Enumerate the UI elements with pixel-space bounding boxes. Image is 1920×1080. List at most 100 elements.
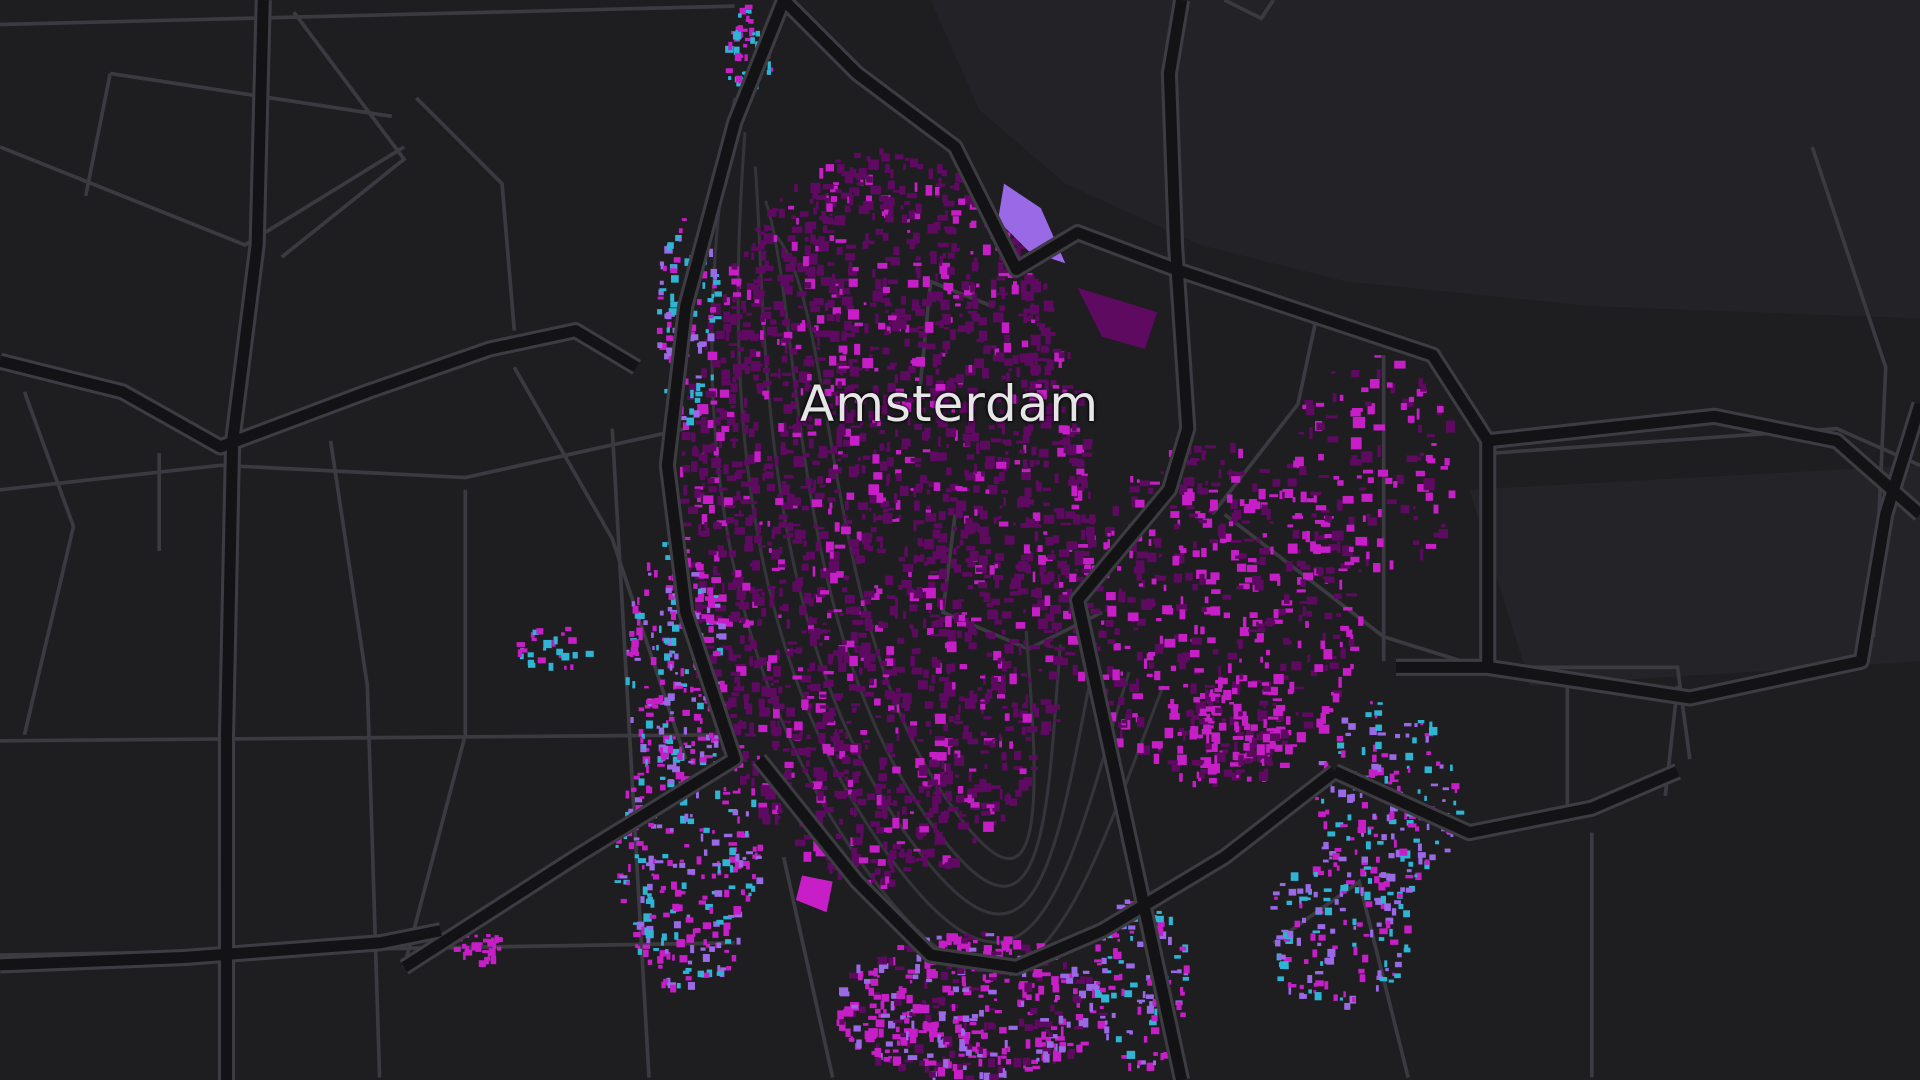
building bbox=[772, 696, 780, 706]
building bbox=[955, 714, 961, 721]
building bbox=[834, 522, 840, 532]
building bbox=[931, 997, 939, 1003]
building bbox=[845, 500, 849, 511]
building bbox=[744, 620, 754, 626]
building bbox=[1302, 917, 1306, 923]
building bbox=[792, 379, 799, 388]
building bbox=[986, 652, 992, 657]
building bbox=[1414, 723, 1418, 727]
building bbox=[492, 942, 497, 949]
building bbox=[714, 417, 721, 426]
building bbox=[1073, 514, 1081, 525]
building bbox=[1234, 709, 1243, 717]
building bbox=[728, 48, 734, 53]
building bbox=[1022, 1057, 1031, 1066]
building bbox=[1148, 529, 1156, 537]
building bbox=[1000, 682, 1006, 693]
building bbox=[1351, 455, 1358, 462]
building bbox=[945, 488, 952, 493]
building bbox=[921, 1000, 927, 1005]
building bbox=[698, 616, 706, 622]
building bbox=[698, 453, 706, 461]
building bbox=[1013, 1057, 1022, 1068]
building bbox=[698, 900, 707, 905]
building bbox=[672, 766, 680, 773]
building bbox=[980, 1032, 988, 1039]
building bbox=[1374, 355, 1382, 358]
building bbox=[987, 1023, 996, 1030]
building bbox=[932, 795, 942, 804]
building bbox=[1252, 483, 1258, 492]
building bbox=[1239, 583, 1250, 590]
building bbox=[1273, 619, 1283, 624]
building bbox=[1319, 546, 1331, 553]
building bbox=[732, 363, 740, 375]
building bbox=[1350, 556, 1360, 563]
building bbox=[1016, 573, 1025, 580]
building bbox=[1335, 822, 1344, 828]
building bbox=[1226, 494, 1233, 503]
building bbox=[1332, 945, 1338, 950]
building bbox=[967, 626, 977, 635]
building bbox=[722, 582, 725, 594]
building bbox=[967, 387, 978, 397]
building bbox=[1042, 700, 1047, 705]
building bbox=[1154, 574, 1160, 581]
building bbox=[1038, 618, 1048, 630]
building bbox=[935, 412, 945, 419]
building bbox=[965, 274, 971, 280]
building bbox=[1062, 389, 1068, 394]
building bbox=[1321, 706, 1330, 714]
building bbox=[899, 485, 909, 497]
building bbox=[1227, 471, 1237, 475]
building bbox=[1073, 395, 1085, 406]
building bbox=[734, 519, 739, 527]
building bbox=[867, 663, 876, 672]
building bbox=[1400, 855, 1405, 862]
building bbox=[977, 523, 980, 533]
building bbox=[1136, 651, 1143, 661]
building bbox=[825, 478, 831, 483]
building bbox=[633, 932, 641, 938]
building bbox=[813, 239, 821, 245]
building bbox=[828, 411, 836, 415]
building bbox=[1013, 281, 1017, 287]
building bbox=[731, 692, 740, 697]
building bbox=[964, 1037, 969, 1044]
building bbox=[743, 424, 749, 434]
building bbox=[1128, 925, 1136, 930]
building bbox=[859, 1006, 866, 1014]
building bbox=[997, 657, 1005, 664]
building bbox=[1036, 1049, 1044, 1054]
building bbox=[953, 526, 958, 531]
building bbox=[875, 1008, 881, 1014]
building bbox=[732, 790, 741, 794]
building bbox=[732, 376, 737, 383]
building bbox=[1288, 888, 1297, 896]
building bbox=[1014, 396, 1019, 404]
building bbox=[802, 505, 809, 511]
building bbox=[853, 1025, 861, 1032]
building bbox=[860, 600, 865, 606]
building bbox=[951, 242, 957, 253]
building bbox=[887, 473, 891, 483]
building bbox=[1038, 668, 1043, 672]
building bbox=[1317, 942, 1322, 947]
building bbox=[999, 505, 1003, 509]
building bbox=[1137, 1006, 1142, 1015]
building bbox=[935, 193, 940, 198]
building bbox=[1009, 673, 1017, 685]
building bbox=[877, 405, 881, 410]
building bbox=[754, 596, 765, 606]
building bbox=[1390, 806, 1398, 812]
building bbox=[884, 330, 890, 336]
building bbox=[996, 694, 1006, 699]
building bbox=[940, 273, 950, 279]
building bbox=[1019, 981, 1028, 984]
building bbox=[792, 432, 802, 438]
building bbox=[839, 285, 844, 295]
major-road bbox=[0, 925, 442, 971]
building bbox=[869, 496, 879, 504]
building bbox=[883, 841, 888, 850]
